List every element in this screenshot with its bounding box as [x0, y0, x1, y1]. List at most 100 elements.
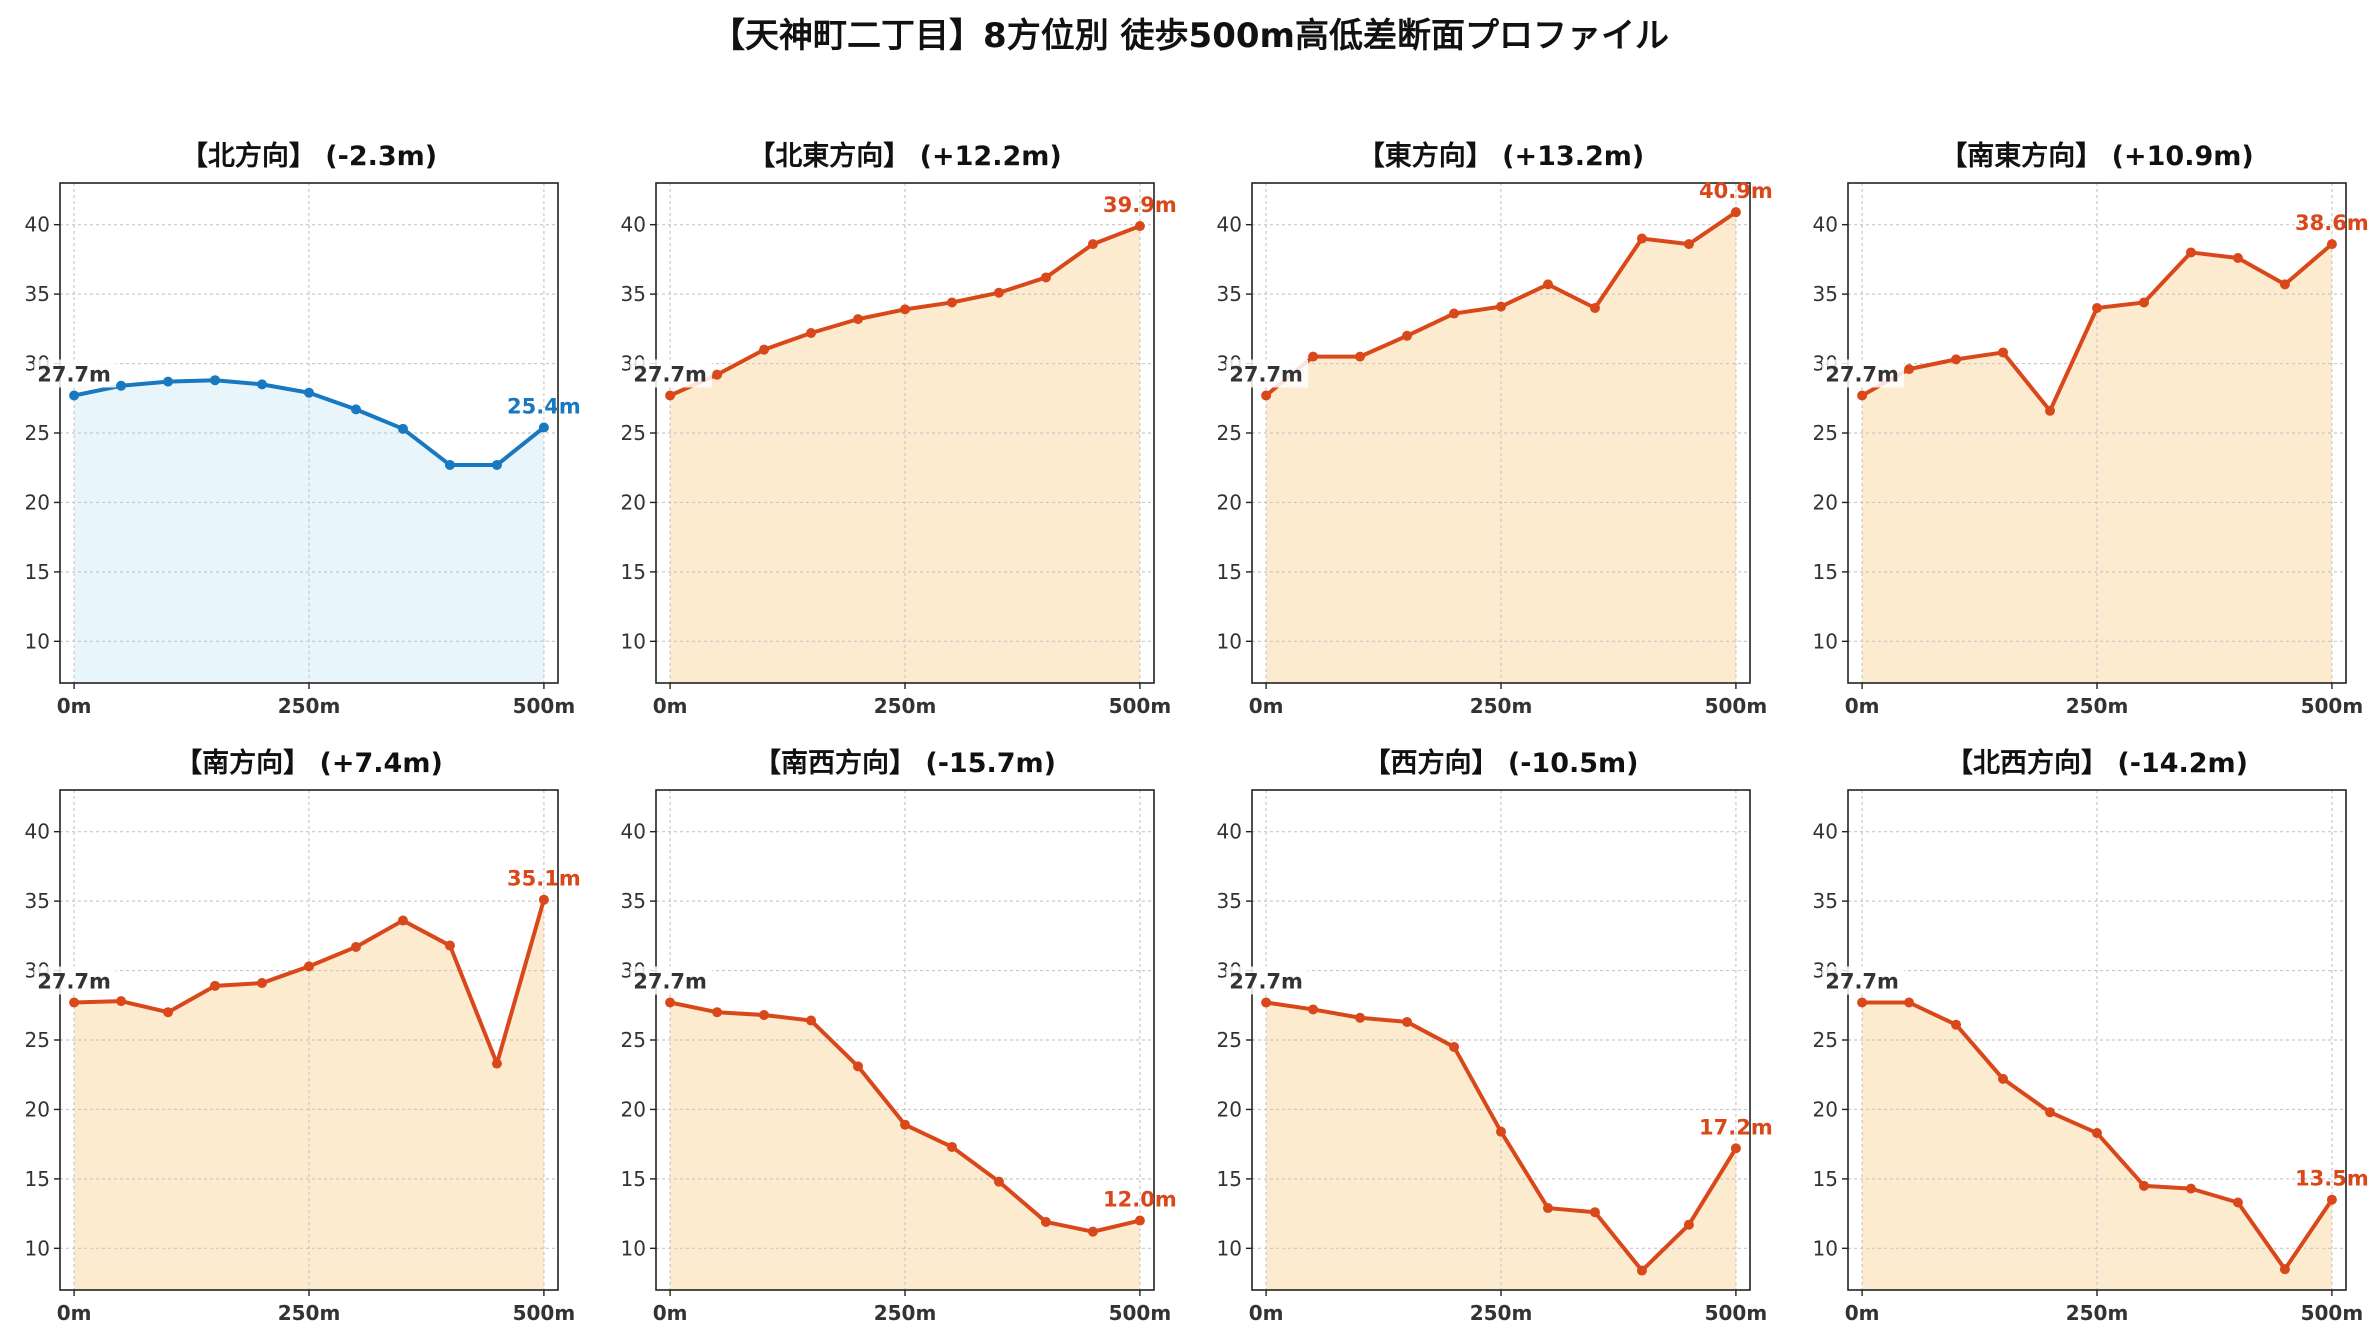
y-tick-label: 25: [1217, 421, 1242, 445]
data-point: [993, 287, 1004, 298]
x-tick-label: 0m: [1845, 694, 1880, 718]
x-tick-label: 250m: [1470, 1301, 1533, 1325]
y-tick-label: 15: [25, 560, 50, 584]
y-tick-label: 20: [621, 490, 646, 514]
panel-2: 【東方向】 (+13.2m)101520253035400m250m500m27…: [1217, 140, 1773, 718]
start-label-box: [1822, 359, 1905, 388]
end-elevation-label: 13.5m: [2295, 1167, 2369, 1191]
y-tick-label: 15: [1813, 1167, 1838, 1191]
data-point: [444, 459, 455, 470]
data-point: [2185, 1183, 2196, 1194]
data-point: [1636, 233, 1647, 244]
data-point: [444, 940, 455, 951]
data-point: [1589, 303, 1600, 313]
data-point: [304, 961, 314, 972]
data-point: [257, 978, 268, 989]
y-tick-label: 20: [25, 1097, 50, 1121]
data-point: [350, 404, 361, 415]
y-tick-label: 15: [621, 1167, 646, 1191]
data-point: [2045, 405, 2056, 416]
data-point: [1402, 1016, 1413, 1027]
data-point: [1449, 1041, 1460, 1052]
data-point: [2326, 1194, 2337, 1205]
x-tick-label: 250m: [874, 694, 937, 718]
start-label-box: [1226, 966, 1309, 995]
end-elevation-label: 39.9m: [1103, 193, 1177, 217]
x-tick-label: 250m: [278, 1301, 341, 1325]
panel-title: 【東方向】 (+13.2m): [1358, 140, 1644, 172]
start-elevation-label: 27.7m: [633, 970, 707, 994]
data-point: [1730, 1143, 1741, 1154]
data-point: [1542, 1203, 1553, 1214]
y-tick-label: 25: [25, 421, 50, 445]
data-point: [2279, 1264, 2290, 1275]
x-tick-label: 0m: [1249, 1301, 1284, 1325]
panel-5: 【南西方向】 (-15.7m)101520253035400m250m500m2…: [621, 747, 1177, 1325]
data-point: [116, 380, 127, 391]
panel-0: 【北方向】 (-2.3m)101520253035400m250m500m27.…: [25, 140, 581, 718]
data-point: [1402, 330, 1413, 341]
data-point: [1542, 279, 1553, 290]
data-point: [257, 379, 268, 390]
y-tick-label: 35: [621, 282, 646, 306]
start-label-box: [34, 359, 117, 388]
data-point: [210, 980, 221, 991]
y-tick-label: 40: [1217, 820, 1242, 844]
start-elevation-label: 27.7m: [633, 363, 707, 387]
y-tick-label: 15: [1217, 1167, 1242, 1191]
y-tick-label: 15: [1813, 560, 1838, 584]
y-tick-label: 25: [1813, 1028, 1838, 1052]
data-point: [1636, 1265, 1647, 1276]
data-point: [900, 304, 910, 315]
data-point: [1134, 1215, 1145, 1226]
data-point: [1951, 354, 1962, 365]
panel-4: 【南方向】 (+7.4m)101520253035400m250m500m27.…: [25, 747, 581, 1325]
y-tick-label: 10: [621, 629, 646, 653]
end-elevation-label: 40.9m: [1699, 179, 1773, 203]
data-point: [491, 1058, 502, 1069]
end-elevation-label: 17.2m: [1699, 1115, 1773, 1139]
data-point: [2045, 1107, 2056, 1118]
y-tick-label: 35: [1217, 282, 1242, 306]
data-point: [1683, 239, 1694, 250]
start-elevation-label: 27.7m: [37, 363, 111, 387]
data-point: [304, 387, 314, 398]
data-point: [1998, 1073, 2009, 1084]
data-point: [1355, 1012, 1366, 1023]
panel-title: 【北方向】 (-2.3m): [181, 140, 437, 172]
y-tick-label: 20: [25, 490, 50, 514]
data-point: [1857, 997, 1868, 1008]
data-point: [1904, 364, 1915, 375]
panel-title: 【西方向】 (-10.5m): [1363, 747, 1638, 779]
data-point: [946, 297, 957, 308]
y-tick-label: 40: [1217, 213, 1242, 237]
y-tick-label: 10: [1813, 1236, 1838, 1260]
data-point: [2279, 279, 2290, 290]
data-point: [712, 1007, 723, 1018]
data-point: [1087, 1226, 1098, 1237]
y-tick-label: 35: [621, 889, 646, 913]
data-point: [1355, 351, 1366, 362]
y-tick-label: 20: [1217, 1097, 1242, 1121]
x-tick-label: 0m: [57, 1301, 92, 1325]
data-point: [210, 375, 221, 386]
start-label-box: [34, 966, 117, 995]
y-tick-label: 10: [25, 629, 50, 653]
y-tick-label: 10: [1217, 629, 1242, 653]
panel-6: 【西方向】 (-10.5m)101520253035400m250m500m27…: [1217, 747, 1773, 1325]
y-tick-label: 40: [25, 213, 50, 237]
data-point: [1261, 997, 1272, 1008]
panel-1: 【北東方向】 (+12.2m)101520253035400m250m500m2…: [621, 140, 1177, 718]
panel-7: 【北西方向】 (-14.2m)101520253035400m250m500m2…: [1813, 747, 2369, 1325]
y-tick-label: 20: [1813, 1097, 1838, 1121]
x-tick-label: 500m: [2301, 694, 2364, 718]
data-point: [1496, 1126, 1506, 1137]
y-tick-label: 10: [1217, 1236, 1242, 1260]
data-point: [665, 997, 676, 1008]
y-tick-label: 10: [25, 1236, 50, 1260]
data-point: [806, 1015, 817, 1026]
panel-title: 【北西方向】 (-14.2m): [1946, 747, 2248, 779]
data-point: [1730, 207, 1741, 218]
data-point: [900, 1119, 910, 1130]
data-point: [397, 915, 408, 926]
